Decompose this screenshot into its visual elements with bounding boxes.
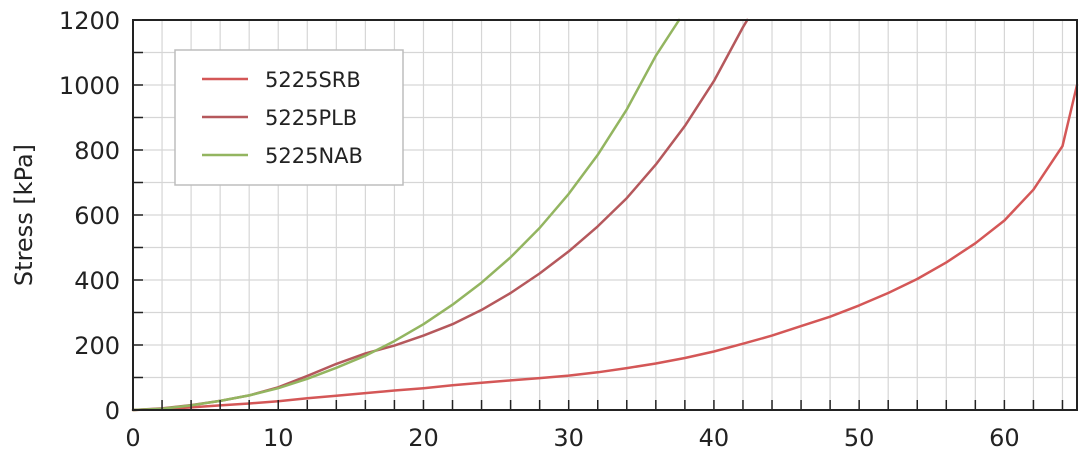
x-tick-label: 50 [844, 424, 875, 452]
y-tick-label: 1200 [59, 7, 120, 35]
x-tick-label: 60 [989, 424, 1020, 452]
x-tick-label: 20 [408, 424, 439, 452]
y-tick-label: 200 [74, 332, 120, 360]
y-axis-title: Stress [kPa] [10, 144, 38, 286]
legend-label-5225srb: 5225SRB [265, 68, 361, 92]
legend: 5225SRB 5225PLB 5225NAB [174, 49, 404, 186]
x-tick-label: 0 [125, 424, 140, 452]
y-tick-label: 600 [74, 202, 120, 230]
x-tick-label: 40 [699, 424, 730, 452]
series-line-5225srb [131, 83, 1079, 412]
legend-label-5225plb: 5225PLB [265, 106, 357, 130]
y-tick-label: 400 [74, 267, 120, 295]
y-tick-label: 1000 [59, 72, 120, 100]
y-tick-label: 800 [74, 137, 120, 165]
y-tick-label: 0 [105, 397, 120, 425]
axis-ticks [132, 19, 1064, 411]
x-tick-label: 30 [553, 424, 584, 452]
legend-label-5225nab: 5225NAB [265, 144, 363, 168]
x-tick-label: 10 [263, 424, 294, 452]
series-line-5225nab [131, 18, 681, 412]
series-lines [131, 18, 1079, 412]
